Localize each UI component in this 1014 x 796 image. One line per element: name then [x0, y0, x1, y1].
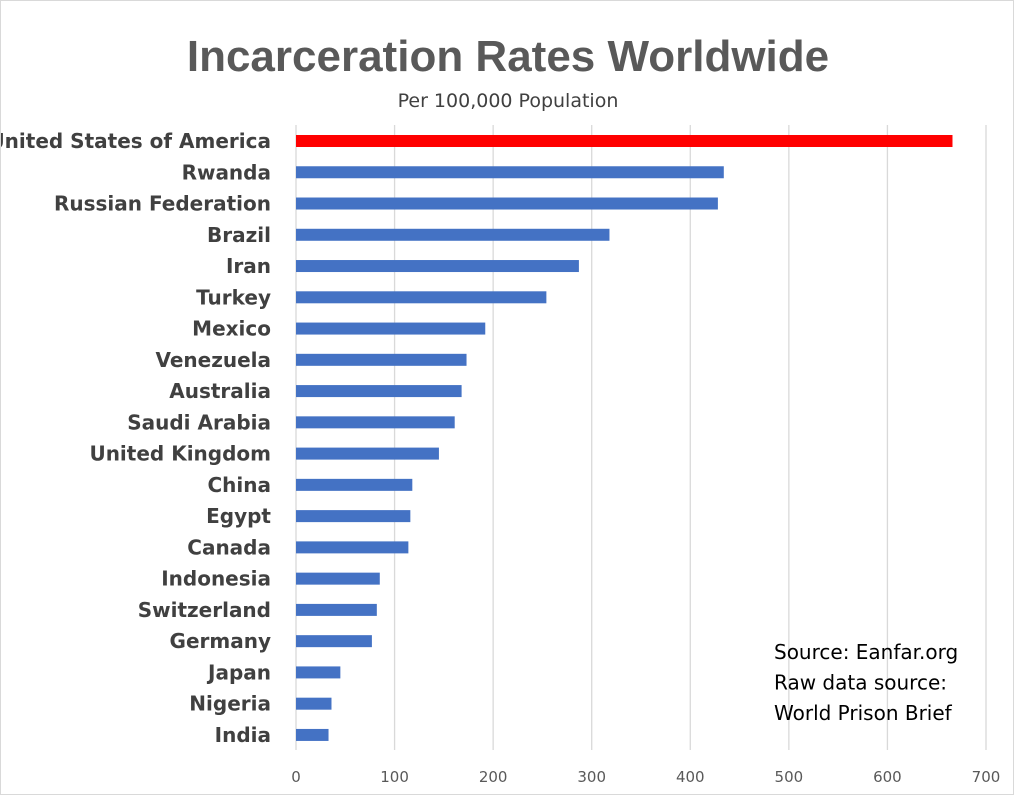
category-label-germany: Germany [170, 629, 271, 653]
x-axis-tick-labels: 0 100 200 300 400 500 600 700 [291, 768, 1000, 786]
bar-australia [296, 385, 462, 398]
source-annotation: Source: Eanfar.org Raw data source: World … [774, 640, 958, 725]
category-label-japan: Japan [206, 660, 271, 684]
bar-nigeria [296, 697, 332, 710]
x-tick-label-600: 600 [873, 768, 902, 786]
bar-rwanda [296, 166, 724, 179]
category-label-switzerland: Switzerland [138, 598, 271, 622]
bar-iran [296, 260, 579, 273]
source-annotation-line-3: World Prison Brief [774, 701, 953, 725]
x-tick-label-300: 300 [577, 768, 606, 786]
category-label-saudi-arabia: Saudi Arabia [127, 410, 271, 434]
chart-subtitle: Per 100,000 Population [398, 90, 619, 112]
category-labels: United States of America Rwanda Russian Fe… [1, 129, 271, 747]
bar-japan [296, 666, 341, 679]
category-label-egypt: Egypt [206, 504, 271, 528]
bar-india [296, 728, 329, 741]
category-label-indonesia: Indonesia [161, 567, 271, 591]
x-tick-label-100: 100 [380, 768, 409, 786]
category-label-canada: Canada [187, 535, 271, 559]
bar-united-kingdom [296, 447, 439, 460]
x-tick-label-700: 700 [972, 768, 1001, 786]
category-label-brazil: Brazil [207, 223, 271, 247]
category-label-turkey: Turkey [196, 285, 271, 309]
chart-title: Incarceration Rates Worldwide [187, 32, 829, 81]
x-tick-label-400: 400 [676, 768, 705, 786]
category-label-india: India [215, 723, 271, 747]
bar-switzerland [296, 603, 377, 616]
x-tick-label-500: 500 [775, 768, 804, 786]
bar-united-states-of-america [296, 135, 953, 147]
bar-venezuela [296, 353, 467, 366]
bar-indonesia [296, 572, 380, 585]
bar-saudi-arabia [296, 416, 455, 429]
category-label-venezuela: Venezuela [155, 348, 271, 372]
category-label-united-kingdom: United Kingdom [89, 442, 271, 466]
category-label-russian-federation: Russian Federation [54, 192, 271, 216]
source-annotation-line-1: Source: Eanfar.org [774, 640, 958, 664]
source-annotation-line-2: Raw data source: [774, 671, 947, 695]
bar-brazil [296, 228, 610, 241]
x-tick-label-0: 0 [291, 768, 301, 786]
bar-germany [296, 635, 372, 648]
category-label-united-states-of-america: United States of America [1, 129, 271, 153]
bar-mexico [296, 322, 486, 335]
category-label-mexico: Mexico [192, 317, 271, 341]
bar-china [296, 478, 413, 491]
category-label-nigeria: Nigeria [189, 692, 271, 716]
bar-egypt [296, 510, 411, 523]
category-label-china: China [207, 473, 271, 497]
bars [296, 135, 953, 741]
x-tick-label-200: 200 [479, 768, 508, 786]
bar-canada [296, 541, 409, 554]
bar-russian-federation [296, 197, 718, 210]
category-label-australia: Australia [169, 379, 271, 403]
bar-turkey [296, 291, 547, 304]
category-label-iran: Iran [226, 254, 271, 278]
category-label-rwanda: Rwanda [182, 160, 271, 184]
